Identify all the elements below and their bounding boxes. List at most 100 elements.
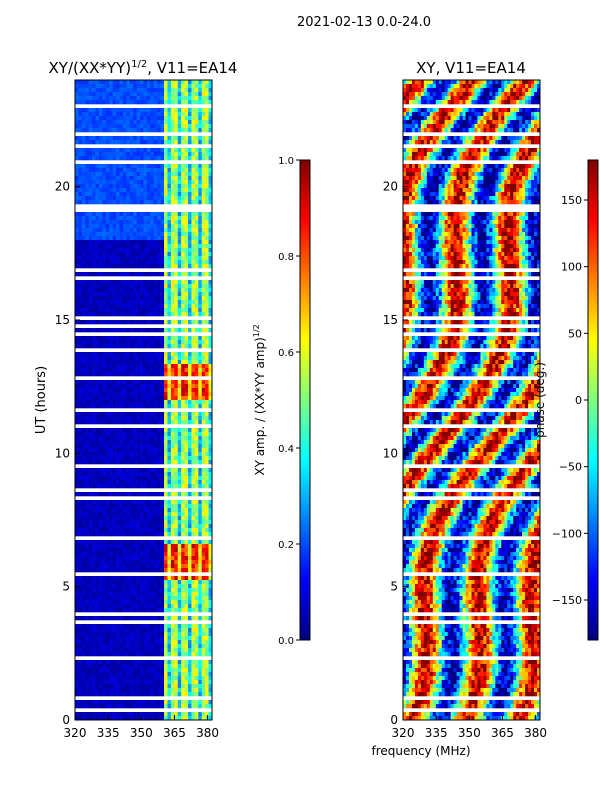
heatmap-cell <box>112 140 117 145</box>
heatmap-cell <box>164 184 168 189</box>
heatmap-cell <box>85 108 89 113</box>
heatmap-cell <box>188 568 192 573</box>
heatmap-cell <box>88 516 93 521</box>
heatmap-cell <box>181 220 185 225</box>
heatmap-cell <box>174 604 179 609</box>
heatmap-cell <box>98 264 103 269</box>
heatmap-cell <box>150 140 155 145</box>
heatmap-cell <box>157 248 161 253</box>
heatmap-cell <box>184 616 189 621</box>
heatmap-cell <box>136 184 141 189</box>
heatmap-cell <box>201 400 206 405</box>
heatmap-cell <box>133 224 137 229</box>
heatmap-cell <box>191 92 196 97</box>
heatmap-cell <box>75 100 79 105</box>
heatmap-cell <box>191 292 196 297</box>
heatmap-cell <box>102 312 107 317</box>
heatmap-cell <box>194 388 199 393</box>
heatmap-cell <box>92 100 96 105</box>
heatmap-cell <box>167 508 172 513</box>
heatmap-cell <box>167 556 172 561</box>
heatmap-cell <box>119 308 124 313</box>
heatmap-cell <box>143 192 148 197</box>
heatmap-cell <box>126 124 131 129</box>
heatmap-cell <box>164 484 168 489</box>
heatmap-cell <box>102 604 107 609</box>
heatmap-cell <box>181 448 185 453</box>
heatmap-cell <box>153 472 158 477</box>
heatmap-cell <box>116 212 120 217</box>
heatmap-cell <box>81 596 86 601</box>
heatmap-cell <box>136 412 141 417</box>
heatmap-cell <box>109 280 113 285</box>
heatmap-cell <box>146 564 151 569</box>
heatmap-cell <box>170 604 175 609</box>
heatmap-cell <box>153 468 158 473</box>
heatmap-cell <box>184 384 189 389</box>
heatmap-cell <box>177 244 182 249</box>
heatmap-cell <box>194 96 199 101</box>
heatmap-cell <box>160 556 165 561</box>
heatmap-cell <box>157 368 161 373</box>
heatmap-cell <box>198 568 203 573</box>
heatmap-cell <box>191 548 196 553</box>
heatmap-cell <box>78 576 83 581</box>
heatmap-cell <box>167 216 172 221</box>
heatmap-cell <box>136 604 141 609</box>
heatmap-cell <box>136 188 141 193</box>
heatmap-cell <box>140 544 144 549</box>
heatmap-cell <box>109 484 113 489</box>
heatmap-cell <box>164 596 168 601</box>
heatmap-cell <box>85 212 89 217</box>
heatmap-cell <box>140 384 144 389</box>
heatmap-cell <box>170 272 175 277</box>
heatmap-cell <box>157 492 161 497</box>
heatmap-cell <box>157 556 161 561</box>
heatmap-cell <box>153 644 158 649</box>
heatmap-cell <box>198 420 203 425</box>
heatmap-cell <box>164 648 168 653</box>
heatmap-cell <box>208 304 213 309</box>
heatmap-cell <box>122 344 127 349</box>
heatmap-cell <box>75 368 79 373</box>
heatmap-cell <box>119 352 124 357</box>
heatmap-cell <box>194 540 199 545</box>
heatmap-cell <box>167 644 172 649</box>
heatmap-cell <box>150 248 155 253</box>
heatmap-cell <box>129 196 134 201</box>
heatmap-cell <box>194 80 199 85</box>
heatmap-cell <box>109 196 113 201</box>
heatmap-cell <box>105 116 110 121</box>
heatmap-cell <box>177 372 182 377</box>
heatmap-cell <box>208 152 213 157</box>
heatmap-cell <box>153 256 158 261</box>
heatmap-cell <box>198 120 203 125</box>
heatmap-cell <box>81 440 86 445</box>
heatmap-cell <box>181 640 185 645</box>
heatmap-cell <box>129 532 134 537</box>
heatmap-cell <box>160 652 165 657</box>
heatmap-cell <box>184 456 189 461</box>
heatmap-cell <box>133 648 137 653</box>
heatmap-cell <box>116 500 120 505</box>
heatmap-cell <box>92 560 96 565</box>
heatmap-cell <box>78 436 83 441</box>
heatmap-cell <box>140 624 144 629</box>
heatmap-cell <box>198 584 203 589</box>
heatmap-cell <box>191 664 196 669</box>
heatmap-cell <box>191 652 196 657</box>
heatmap-cell <box>177 188 182 193</box>
heatmap-cell <box>188 564 192 569</box>
heatmap-cell <box>105 188 110 193</box>
heatmap-cell <box>140 156 144 161</box>
heatmap-cell <box>153 300 158 305</box>
heatmap-cell <box>109 588 113 593</box>
heatmap-cell <box>188 216 192 221</box>
heatmap-cell <box>112 152 117 157</box>
heatmap-cell <box>126 552 131 557</box>
heatmap-cell <box>181 100 185 105</box>
heatmap-cell <box>188 360 192 365</box>
heatmap-cell <box>95 584 100 589</box>
heatmap-cell <box>201 396 206 401</box>
heatmap-cell <box>112 180 117 185</box>
